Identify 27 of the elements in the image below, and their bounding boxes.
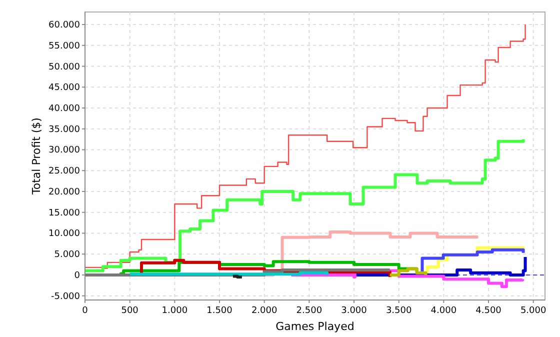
y-axis-title: Total Profit ($) [30,118,43,196]
x-tick-label: 5.000 [520,306,546,316]
y-tick-label: 20.000 [48,187,80,198]
y-tick-label: 15.000 [48,208,80,218]
x-tick-label: 1.500 [206,306,233,316]
y-tick-label: 40.000 [48,104,80,114]
y-tick-label: -5.000 [50,292,80,302]
x-tick-label: 3.500 [386,306,412,316]
x-tick-label: 2.500 [296,306,322,316]
x-tick-label: 0 [82,306,88,316]
y-tick-label: 50.000 [48,62,80,72]
x-axis-title: Games Played [276,320,354,333]
y-tick-label: 30.000 [48,146,80,156]
x-tick-label: 2.000 [251,306,278,316]
y-tick-label: 55.000 [48,41,80,52]
y-tick-label: 45.000 [48,83,80,94]
x-tick-label: 500 [121,306,139,316]
x-tick-label: 4.500 [476,306,502,316]
x-tick-label: 3.000 [341,306,368,316]
y-tick-label: 60.000 [48,20,80,31]
x-tick-label: 1.000 [162,306,188,316]
y-tick-label: 25.000 [48,166,80,177]
y-tick-label: 5.000 [54,250,80,260]
y-tick-label: 10.000 [48,229,80,240]
y-tick-label: 35.000 [48,124,80,135]
y-tick-label: 0 [74,270,80,281]
x-tick-label: 4.000 [430,306,457,316]
